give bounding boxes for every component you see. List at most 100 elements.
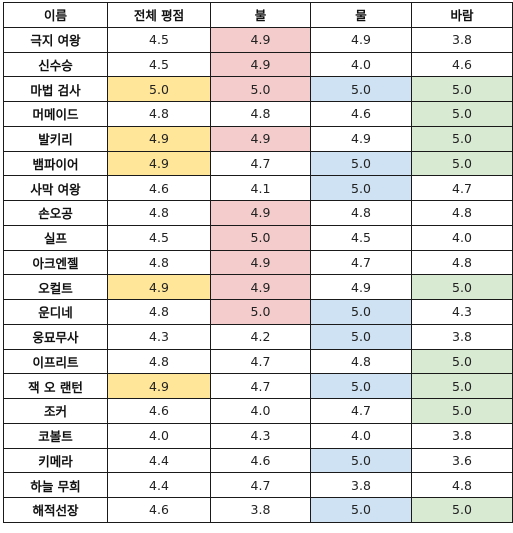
water-cell: 4.9 [310, 125, 412, 152]
table-row: 뱀파이어 4.9 4.7 5.0 5.0 [3, 150, 513, 177]
name-cell: 키메라 [3, 447, 108, 474]
water-cell: 5.0 [310, 497, 412, 523]
wind-cell: 5.0 [411, 348, 513, 375]
wind-cell: 4.0 [411, 224, 513, 251]
wind-cell: 3.8 [411, 26, 513, 53]
name-cell: 코볼트 [3, 422, 108, 449]
name-cell: 마법 검사 [3, 76, 108, 102]
overall-cell: 4.9 [107, 373, 211, 399]
column-header-name: 이름 [3, 2, 108, 28]
wind-cell: 5.0 [411, 398, 513, 424]
water-cell: 4.9 [310, 26, 412, 53]
wind-cell: 5.0 [411, 150, 513, 177]
fire-cell: 4.9 [210, 274, 311, 300]
water-cell: 4.8 [310, 200, 412, 226]
water-cell: 3.8 [310, 472, 412, 498]
fire-cell: 4.9 [210, 51, 311, 78]
table-row: 발키리 4.9 4.9 4.9 5.0 [3, 125, 513, 152]
table-row: 해적선장 4.6 3.8 5.0 5.0 [3, 497, 513, 523]
table-row: 사막 여왕 4.6 4.1 5.0 4.7 [3, 175, 513, 201]
name-cell: 오컬트 [3, 274, 108, 300]
wind-cell: 3.8 [411, 422, 513, 449]
table-row: 운디네 4.8 5.0 5.0 4.3 [3, 299, 513, 325]
wind-cell: 5.0 [411, 373, 513, 399]
name-cell: 극지 여왕 [3, 26, 108, 53]
column-header-water: 물 [310, 2, 412, 28]
table-row: 마법 검사 5.0 5.0 5.0 5.0 [3, 76, 513, 102]
table-row: 코볼트 4.0 4.3 4.0 3.8 [3, 422, 513, 449]
overall-cell: 4.5 [107, 51, 211, 78]
overall-cell: 4.5 [107, 224, 211, 251]
name-cell: 발키리 [3, 125, 108, 152]
fire-cell: 4.9 [210, 125, 311, 152]
overall-cell: 4.4 [107, 447, 211, 474]
table-row: 이프리트 4.8 4.7 4.8 5.0 [3, 348, 513, 375]
table-row: 키메라 4.4 4.6 5.0 3.6 [3, 447, 513, 474]
water-cell: 5.0 [310, 76, 412, 102]
overall-cell: 4.9 [107, 125, 211, 152]
table-row: 손오공 4.8 4.9 4.8 4.8 [3, 200, 513, 226]
wind-cell: 4.3 [411, 299, 513, 325]
fire-cell: 4.7 [210, 472, 311, 498]
overall-cell: 4.6 [107, 398, 211, 424]
column-header-overall: 전체 평점 [107, 2, 211, 28]
overall-cell: 4.9 [107, 274, 211, 300]
fire-cell: 4.2 [210, 323, 311, 350]
water-cell: 4.8 [310, 348, 412, 375]
water-cell: 5.0 [310, 373, 412, 399]
wind-cell: 3.8 [411, 323, 513, 350]
overall-cell: 4.3 [107, 323, 211, 350]
name-cell: 이프리트 [3, 348, 108, 375]
overall-cell: 4.8 [107, 200, 211, 226]
fire-cell: 5.0 [210, 299, 311, 325]
wind-cell: 3.6 [411, 447, 513, 474]
water-cell: 4.6 [310, 101, 412, 127]
table-row: 오컬트 4.9 4.9 4.9 5.0 [3, 274, 513, 300]
overall-cell: 4.8 [107, 348, 211, 375]
name-cell: 조커 [3, 398, 108, 424]
name-cell: 신수승 [3, 51, 108, 78]
table-row: 신수승 4.5 4.9 4.0 4.6 [3, 51, 513, 78]
wind-cell: 5.0 [411, 274, 513, 300]
table-row: 조커 4.6 4.0 4.7 5.0 [3, 398, 513, 424]
name-cell: 해적선장 [3, 497, 108, 523]
fire-cell: 4.8 [210, 101, 311, 127]
name-cell: 사막 여왕 [3, 175, 108, 201]
header-row: 이름 전체 평점 불 물 바람 [3, 2, 513, 28]
fire-cell: 4.0 [210, 398, 311, 424]
rating-table: 이름 전체 평점 불 물 바람 극지 여왕 4.5 4.9 4.9 3.8 신수승 4.5 4… [3, 2, 513, 523]
fire-cell: 5.0 [210, 224, 311, 251]
overall-cell: 4.8 [107, 101, 211, 127]
fire-cell: 4.3 [210, 422, 311, 449]
name-cell: 손오공 [3, 200, 108, 226]
fire-cell: 4.9 [210, 249, 311, 276]
name-cell: 실프 [3, 224, 108, 251]
table-row: 아크엔젤 4.8 4.9 4.7 4.8 [3, 249, 513, 276]
table-row: 극지 여왕 4.5 4.9 4.9 3.8 [3, 26, 513, 53]
table-row: 실프 4.5 5.0 4.5 4.0 [3, 224, 513, 251]
wind-cell: 4.8 [411, 200, 513, 226]
overall-cell: 4.6 [107, 497, 211, 523]
name-cell: 아크엔젤 [3, 249, 108, 276]
name-cell: 잭 오 랜턴 [3, 373, 108, 399]
water-cell: 5.0 [310, 299, 412, 325]
wind-cell: 4.6 [411, 51, 513, 78]
fire-cell: 4.1 [210, 175, 311, 201]
name-cell: 운디네 [3, 299, 108, 325]
water-cell: 4.0 [310, 422, 412, 449]
overall-cell: 4.4 [107, 472, 211, 498]
table-row: 하늘 무희 4.4 4.7 3.8 4.8 [3, 472, 513, 498]
water-cell: 4.0 [310, 51, 412, 78]
name-cell: 뱀파이어 [3, 150, 108, 177]
fire-cell: 4.7 [210, 150, 311, 177]
water-cell: 4.9 [310, 274, 412, 300]
name-cell: 웅묘무사 [3, 323, 108, 350]
wind-cell: 5.0 [411, 76, 513, 102]
overall-cell: 5.0 [107, 76, 211, 102]
fire-cell: 3.8 [210, 497, 311, 523]
overall-cell: 4.8 [107, 249, 211, 276]
wind-cell: 4.7 [411, 175, 513, 201]
water-cell: 4.7 [310, 249, 412, 276]
column-header-wind: 바람 [411, 2, 513, 28]
wind-cell: 5.0 [411, 125, 513, 152]
